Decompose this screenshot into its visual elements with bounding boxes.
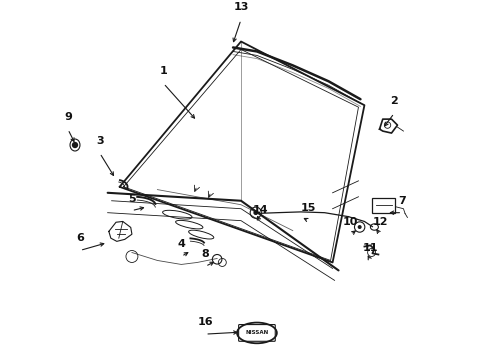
Text: 14: 14	[252, 206, 268, 216]
Text: 16: 16	[197, 317, 213, 327]
Text: 15: 15	[301, 203, 317, 213]
Text: 10: 10	[343, 217, 358, 228]
Text: 2: 2	[391, 96, 398, 106]
Circle shape	[358, 225, 362, 229]
Text: 1: 1	[160, 66, 167, 76]
Text: 8: 8	[201, 249, 209, 259]
Text: 9: 9	[64, 112, 72, 122]
Text: 4: 4	[177, 239, 185, 249]
Text: 11: 11	[363, 243, 378, 253]
Text: 7: 7	[398, 195, 406, 206]
Text: 13: 13	[233, 3, 249, 13]
Text: 12: 12	[372, 217, 388, 228]
Text: 6: 6	[76, 233, 84, 243]
Text: 5: 5	[128, 194, 135, 203]
Circle shape	[72, 142, 78, 148]
Circle shape	[253, 210, 258, 215]
Text: 3: 3	[96, 136, 103, 146]
Text: NISSAN: NISSAN	[245, 330, 269, 336]
